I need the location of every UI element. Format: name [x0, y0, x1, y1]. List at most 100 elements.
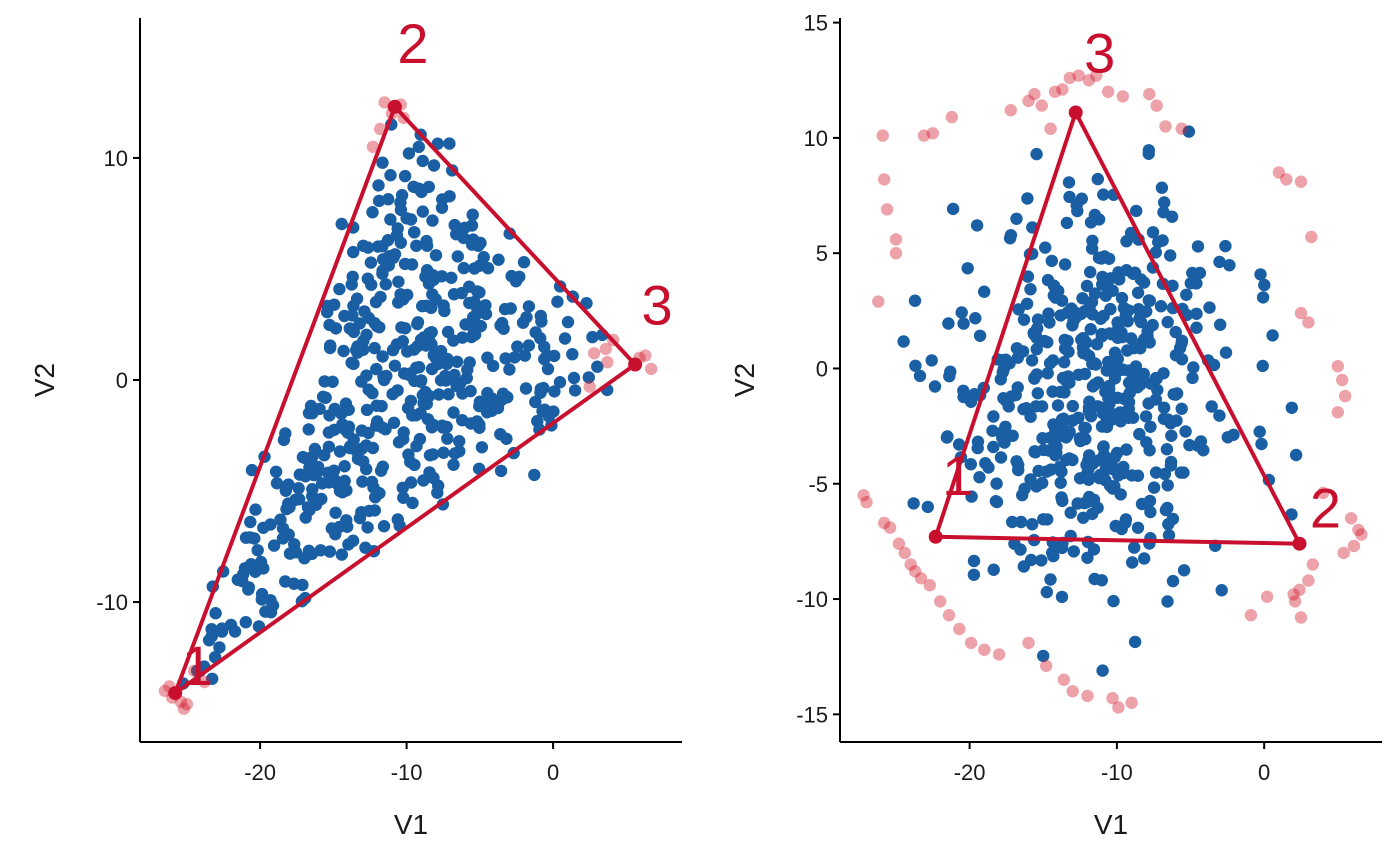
data-point [511, 340, 524, 353]
data-point [1142, 294, 1156, 307]
data-point [360, 328, 373, 341]
data-point [1080, 347, 1093, 361]
data-point [255, 587, 269, 601]
data-point [421, 413, 435, 426]
data-point [1130, 370, 1143, 383]
highlighted-point [926, 127, 939, 140]
highlighted-point [1028, 87, 1041, 101]
triangle-1: 1 2 3 [168, 12, 673, 701]
data-point [944, 365, 957, 378]
data-point [509, 275, 523, 288]
data-point [379, 278, 392, 291]
data-point [420, 264, 434, 277]
data-point [1031, 313, 1045, 326]
data-point [1103, 479, 1117, 492]
data-point [1055, 590, 1069, 604]
data-point [1096, 664, 1109, 677]
vertex-label: 1 [942, 444, 973, 507]
data-point [1127, 341, 1141, 355]
data-point [270, 477, 284, 490]
data-point [387, 416, 401, 429]
data-point [973, 471, 986, 484]
data-point [1157, 401, 1171, 414]
data-point [314, 544, 327, 557]
data-point [416, 154, 429, 168]
data-point [481, 351, 494, 364]
highlighted-point [599, 342, 612, 356]
data-point [516, 316, 530, 329]
highlighted-point [177, 702, 191, 715]
data-point [1041, 513, 1054, 526]
data-point [1177, 564, 1191, 577]
data-point [990, 477, 1003, 490]
data-point [313, 402, 326, 416]
data-point [409, 409, 423, 422]
highlighted-point [1347, 539, 1361, 553]
highlighted-point [1106, 692, 1119, 705]
data-point [469, 309, 482, 322]
data-point [1087, 543, 1101, 556]
data-point [1025, 354, 1039, 367]
data-point [1161, 501, 1174, 515]
data-point [416, 205, 429, 218]
data-point [909, 359, 922, 372]
data-point [1066, 453, 1079, 467]
data-point [264, 518, 277, 531]
highlighted-point [1125, 696, 1138, 709]
data-point [1170, 387, 1184, 400]
highlighted-point [1022, 636, 1035, 650]
data-point [1187, 361, 1200, 374]
data-point [955, 306, 968, 319]
data-point [323, 341, 337, 355]
data-point [504, 302, 517, 315]
data-point [1121, 315, 1134, 328]
x-tick-label: -20 [244, 760, 276, 785]
data-point [1227, 428, 1240, 441]
data-point [971, 441, 984, 455]
data-point [1160, 443, 1174, 456]
data-point [289, 546, 303, 559]
data-point [1006, 515, 1019, 529]
y-tick-label: -10 [796, 587, 828, 612]
y-tick-label: -15 [796, 702, 828, 727]
y-tick-label: 10 [104, 146, 128, 171]
highlighted-point [1175, 122, 1188, 135]
data-point [370, 362, 383, 376]
data-point [913, 369, 927, 383]
data-point [333, 445, 347, 458]
data-point [372, 179, 385, 192]
data-point [528, 468, 541, 482]
x-tick-label: 0 [547, 760, 559, 785]
data-point [441, 432, 454, 445]
data-point [1024, 283, 1037, 296]
data-point [1014, 543, 1027, 556]
data-point [1175, 402, 1188, 415]
highlighted-point [1331, 406, 1345, 419]
data-point [1044, 573, 1057, 586]
data-point [1047, 549, 1060, 563]
data-point [326, 375, 339, 388]
data-point [422, 277, 436, 290]
data-point [417, 474, 430, 487]
data-point [1029, 400, 1043, 413]
data-point [1036, 476, 1049, 490]
data-point [410, 439, 423, 453]
data-point [450, 355, 464, 368]
data-point [1046, 385, 1059, 398]
data-point [342, 420, 356, 433]
data-point [333, 282, 346, 296]
highlighted-point [964, 636, 978, 650]
data-point [553, 376, 567, 389]
data-point [1043, 316, 1056, 329]
data-point [989, 495, 1003, 508]
data-point [1162, 518, 1175, 531]
data-point [394, 203, 408, 217]
highlighted-point [1336, 373, 1349, 387]
data-point [503, 363, 516, 376]
data-point [443, 190, 456, 203]
data-point [457, 261, 470, 275]
data-point [392, 275, 405, 288]
data-point [1058, 356, 1071, 369]
data-point [1040, 585, 1054, 599]
data-point [1215, 584, 1228, 597]
